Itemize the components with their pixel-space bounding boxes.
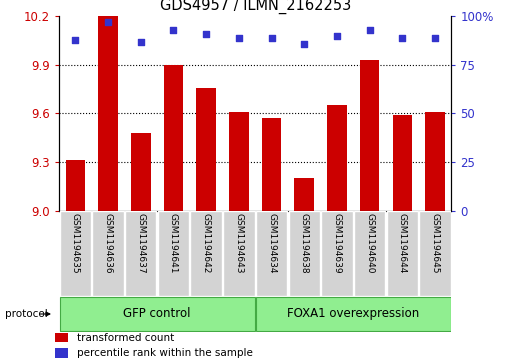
Bar: [354, 211, 385, 296]
Bar: [387, 211, 418, 296]
Text: transformed count: transformed count: [77, 333, 174, 343]
Point: [333, 33, 341, 38]
Point: [300, 41, 308, 46]
Bar: [55, 333, 68, 342]
Text: GSM1194644: GSM1194644: [398, 213, 407, 273]
Point: [202, 31, 210, 37]
Point: [71, 37, 80, 42]
Text: GSM1194635: GSM1194635: [71, 213, 80, 274]
Text: GSM1194643: GSM1194643: [234, 213, 243, 274]
Bar: [289, 211, 320, 296]
Point: [398, 35, 406, 41]
Bar: [256, 297, 451, 331]
Bar: [60, 297, 254, 331]
Text: protocol: protocol: [5, 309, 48, 319]
Bar: [66, 160, 85, 211]
Bar: [360, 60, 380, 211]
Bar: [125, 211, 156, 296]
Text: GSM1194638: GSM1194638: [300, 213, 309, 274]
Bar: [190, 211, 222, 296]
Bar: [262, 118, 281, 211]
Bar: [196, 87, 216, 211]
Bar: [294, 178, 314, 211]
Bar: [131, 133, 150, 211]
Point: [235, 35, 243, 41]
Point: [431, 35, 439, 41]
Text: GSM1194645: GSM1194645: [430, 213, 440, 274]
Text: GSM1194636: GSM1194636: [104, 213, 112, 274]
Text: GSM1194641: GSM1194641: [169, 213, 178, 274]
Point: [267, 35, 275, 41]
Bar: [256, 211, 287, 296]
Bar: [60, 211, 91, 296]
Text: GSM1194642: GSM1194642: [202, 213, 211, 273]
Point: [136, 39, 145, 45]
Text: GSM1194634: GSM1194634: [267, 213, 276, 274]
Point: [169, 27, 177, 33]
Bar: [327, 105, 347, 211]
Bar: [420, 211, 451, 296]
Bar: [164, 65, 183, 211]
Bar: [229, 112, 249, 211]
Bar: [321, 211, 352, 296]
Bar: [392, 115, 412, 211]
Bar: [92, 211, 124, 296]
Bar: [223, 211, 254, 296]
Text: GFP control: GFP control: [123, 307, 191, 321]
Bar: [98, 16, 118, 211]
Point: [104, 19, 112, 25]
Text: GSM1194637: GSM1194637: [136, 213, 145, 274]
Text: FOXA1 overexpression: FOXA1 overexpression: [287, 307, 420, 321]
Text: GSM1194640: GSM1194640: [365, 213, 374, 274]
Bar: [158, 211, 189, 296]
Point: [366, 27, 374, 33]
Bar: [55, 348, 68, 358]
Bar: [425, 112, 445, 211]
Text: percentile rank within the sample: percentile rank within the sample: [77, 348, 253, 358]
Text: GSM1194639: GSM1194639: [332, 213, 342, 274]
Title: GDS4957 / ILMN_2162253: GDS4957 / ILMN_2162253: [160, 0, 351, 13]
